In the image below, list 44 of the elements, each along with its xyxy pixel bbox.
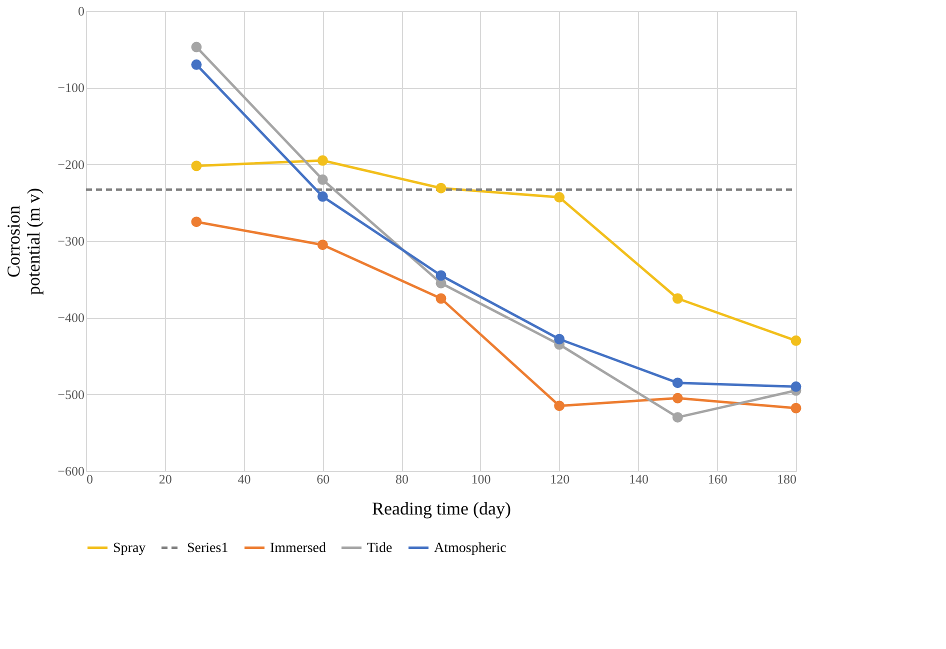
point <box>672 293 683 304</box>
point <box>317 174 328 185</box>
point <box>436 270 446 281</box>
y-tick-label: −200 <box>58 156 84 172</box>
legend-label: Spray <box>113 540 146 556</box>
y-tick-label: −100 <box>58 80 84 96</box>
x-axis-title: Reading time (day) <box>372 498 511 518</box>
point <box>554 400 565 412</box>
point <box>554 192 565 203</box>
point <box>317 240 328 250</box>
x-tick-label: 100 <box>471 472 491 486</box>
x-tick-label: 20 <box>158 472 172 486</box>
point <box>436 182 446 194</box>
x-tick-label: 160 <box>708 472 728 486</box>
point <box>317 191 328 202</box>
point <box>317 155 328 166</box>
point <box>672 412 683 423</box>
point <box>672 378 683 388</box>
y-tick-label: −500 <box>58 386 84 402</box>
y-axis-title: Corrosion potential (m v) <box>4 188 44 295</box>
x-tick-label: 80 <box>396 472 409 486</box>
point <box>790 335 802 346</box>
x-tick-label: 40 <box>238 472 251 486</box>
point <box>790 402 802 414</box>
y-tick-label: 0 <box>78 4 84 18</box>
point <box>191 59 202 70</box>
x-tick-label: 180 <box>777 472 796 486</box>
point <box>191 216 202 228</box>
y-tick-label: −400 <box>58 310 84 326</box>
point <box>790 381 802 392</box>
legend-label: Atmospheric <box>434 540 506 556</box>
y-tick-label: −300 <box>58 234 84 248</box>
point <box>554 334 565 344</box>
x-tick-label: 120 <box>550 472 570 486</box>
legend-label: Series1 <box>187 540 228 556</box>
point <box>191 42 202 52</box>
legend-label: Tide <box>367 540 392 556</box>
legend-label: Immersed <box>270 540 326 556</box>
point <box>436 293 446 304</box>
x-tick-label: 60 <box>316 472 330 486</box>
y-tick-label: −600 <box>58 464 84 478</box>
point <box>191 160 202 172</box>
point <box>672 392 683 404</box>
x-tick-label: 140 <box>628 472 648 486</box>
